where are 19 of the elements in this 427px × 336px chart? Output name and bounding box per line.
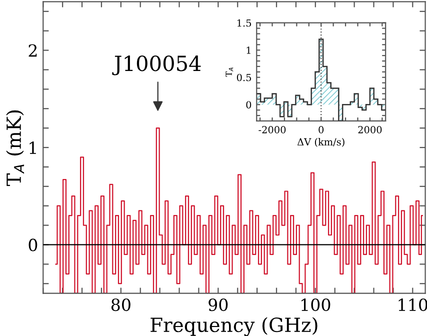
y-axis-title: T$_{A}$ (mK) xyxy=(6,110,24,186)
x-tick-label: 2000 xyxy=(358,126,382,134)
x-tick-label: 100 xyxy=(302,298,330,312)
y-tick-label: 1.5 xyxy=(237,19,252,27)
y-axis-title: T$_{A}$ xyxy=(226,68,234,77)
y-tick-label: 2 xyxy=(28,44,37,57)
y-tick-label: 1 xyxy=(30,141,36,154)
x-axis-title: Frequency (GHz) xyxy=(150,317,318,336)
x-tick-label: 110 xyxy=(398,298,427,312)
x-tick-label: 80 xyxy=(111,298,130,312)
y-tick-label: 0.5 xyxy=(236,74,252,82)
x-tick-label: -2000 xyxy=(258,126,286,134)
y-tick-label: 1 xyxy=(246,46,250,54)
annotation: J100054 xyxy=(112,55,201,76)
x-tick-label: 90 xyxy=(208,298,228,312)
y-tick-label: 0 xyxy=(246,101,252,108)
y-tick-label: 0 xyxy=(28,238,38,252)
x-tick-label: 0 xyxy=(318,126,324,134)
x-axis-title: ΔV (km/s) xyxy=(297,138,344,147)
